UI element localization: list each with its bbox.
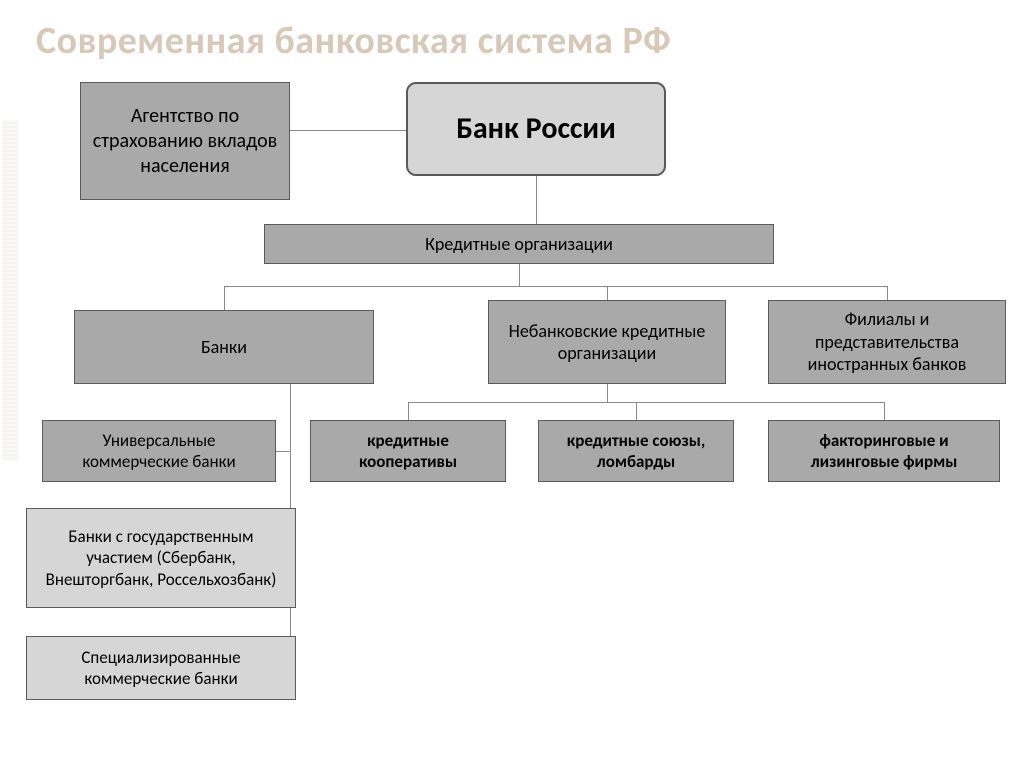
connector (536, 176, 537, 224)
node-specialized: Специализированные коммерческие банки (26, 636, 296, 700)
connector (607, 384, 608, 402)
node-factoring: факторинговые и лизинговые фирмы (768, 420, 1000, 482)
node-nonbank: Небанковские кредитные организации (488, 300, 726, 384)
node-credit-orgs: Кредитные организации (264, 224, 774, 264)
connector (290, 130, 406, 131)
node-coops: кредитные кооперативы (310, 420, 506, 482)
node-state-banks: Банки с государственным участием (Сберба… (26, 508, 296, 608)
connector (224, 286, 225, 310)
connector (408, 402, 884, 403)
connector (224, 286, 887, 287)
connector (887, 286, 888, 300)
node-unions: кредитные союзы, ломбарды (538, 420, 734, 482)
node-universal: Универсальные коммерческие банки (42, 420, 276, 482)
node-root: Банк России (406, 82, 666, 176)
connector (636, 402, 637, 420)
page-title: Современная банковская система РФ (36, 18, 671, 64)
connector (408, 402, 409, 420)
node-foreign: Филиалы и представительства иностранных … (768, 300, 1006, 384)
connector (276, 451, 290, 452)
connector (607, 286, 608, 300)
watermark-strip (2, 120, 18, 460)
node-agency: Агентство по страхованию вкладов населен… (80, 82, 290, 200)
connector (519, 264, 520, 286)
connector (884, 402, 885, 420)
node-banks: Банки (74, 310, 374, 384)
